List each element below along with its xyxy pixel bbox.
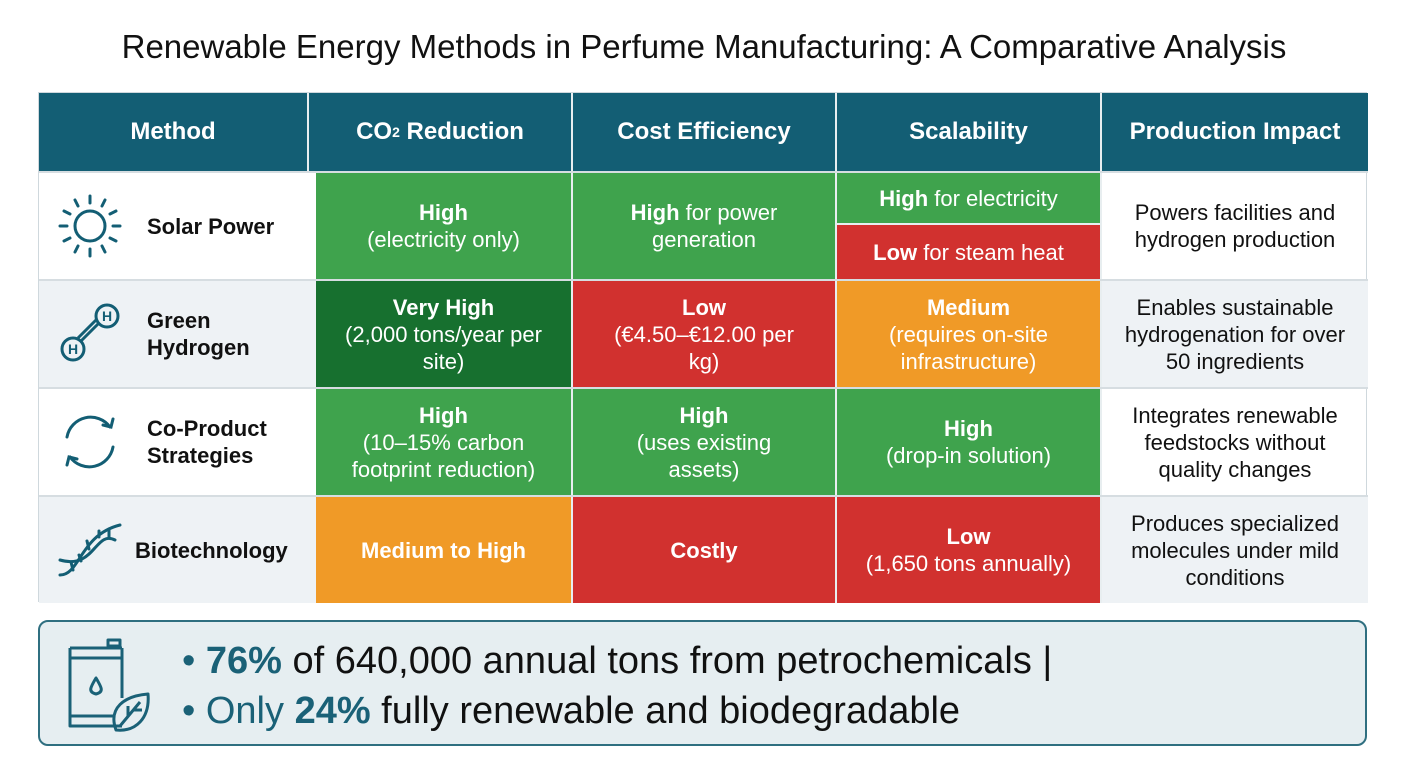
rating: Medium	[926, 294, 1011, 320]
summary-line-1: • 76% of 640,000 annual tons from petroc…	[182, 636, 1052, 686]
scalability-cell: High (drop-in solution)	[837, 389, 1102, 495]
scalability-cell-steam: Low for steam heat	[837, 225, 1102, 279]
co2-cell: High (electricity only)	[316, 173, 573, 279]
line-text: of 640,000 annual tons from petrochemica…	[281, 640, 1053, 682]
header-impact: Production Impact	[1102, 93, 1368, 171]
detail: for electricity	[928, 185, 1058, 211]
impact-cell: Enables sustainable hydrogenation for ov…	[1102, 281, 1368, 387]
header-scalability: Scalability	[837, 93, 1102, 171]
detail: (uses existing assets)	[636, 429, 772, 482]
cost-cell: Low (€4.50–€12.00 per kg)	[573, 281, 837, 387]
table-row: Co-Product Strategies High (10–15% carbon…	[39, 387, 1368, 495]
page-title: Renewable Energy Methods in Perfume Manu…	[121, 28, 1287, 65]
detail: for power generation	[652, 200, 778, 252]
co2-label: CO	[356, 118, 393, 145]
line-prefix: • Only	[182, 690, 295, 732]
impact-text: Enables sustainable hydrogenation for ov…	[1124, 294, 1346, 374]
method-name: Co-Product Strategies	[147, 416, 267, 468]
bullet: •	[182, 640, 206, 682]
rating: Very High	[392, 294, 495, 320]
scalability-cell-electricity: High for electricity	[837, 173, 1102, 225]
recycle-arrows-icon	[65, 415, 115, 469]
rating: High	[679, 402, 729, 428]
detail: (1,650 tons annually)	[865, 551, 1072, 576]
comparison-table: Method CO 2 Reduction Cost Efficiency Sca…	[38, 92, 1368, 603]
co2-cell: Medium to High	[316, 497, 573, 603]
cost-cell: High for power generation	[573, 173, 837, 279]
rating: High	[879, 185, 929, 211]
line-text: fully renewable and biodegradable	[370, 690, 961, 732]
svg-text:H: H	[102, 308, 112, 324]
rating: High	[944, 416, 993, 441]
header-co2: CO 2 Reduction	[309, 93, 573, 171]
hydrogen-molecule-icon: HH	[60, 303, 120, 362]
scalability-cell: Medium (requires on-site infrastructure)	[837, 281, 1102, 387]
header-cost: Cost Efficiency	[573, 93, 837, 171]
detail: (10–15% carbon footprint reduction)	[351, 429, 536, 482]
co2-subscript: 2	[392, 124, 400, 140]
dna-icon	[58, 523, 122, 577]
method-name: Green Hydrogen	[147, 308, 250, 360]
rating: High	[630, 200, 680, 225]
method-name: Solar Power	[147, 213, 275, 239]
impact-cell: Produces specialized molecules under mil…	[1102, 497, 1368, 603]
summary-line-2: • Only 24% fully renewable and biodegrad…	[182, 686, 1052, 736]
impact-text: Produces specialized molecules under mil…	[1131, 510, 1339, 590]
detail: for steam heat	[917, 239, 1064, 265]
rating: Low	[873, 239, 918, 265]
scalability-cell: Low (1,650 tons annually)	[837, 497, 1102, 603]
detail: (drop-in solution)	[885, 443, 1052, 468]
detail: (electricity only)	[367, 227, 520, 252]
barrel-leaf-icon	[68, 638, 150, 732]
header-method: Method	[39, 93, 309, 171]
rating: High	[419, 402, 468, 428]
detail: (2,000 tons/year per site)	[345, 321, 542, 374]
method-name: Biotechnology	[135, 537, 288, 563]
method-cell: Biotechnology	[39, 497, 309, 603]
rating: Costly	[670, 537, 738, 563]
table-row: Biotechnology Medium to High Costly Low(…	[39, 495, 1368, 603]
renewable-percent: 24%	[294, 690, 371, 732]
co2-label-rest: Reduction	[399, 118, 524, 145]
rating: Low	[946, 524, 991, 549]
impact-text: Integrates renewable feedstocks without …	[1132, 402, 1338, 482]
co2-cell: Very High (2,000 tons/year per site)	[316, 281, 573, 387]
rating: Low	[682, 294, 726, 320]
method-cell: Solar Power	[39, 173, 309, 279]
summary-box: • 76% of 640,000 annual tons from petroc…	[38, 620, 1367, 746]
cost-cell: High (uses existing assets)	[573, 389, 837, 495]
table-row: Solar Power High (electricity only) High …	[39, 171, 1368, 279]
rating: Medium to High	[361, 537, 526, 563]
rating: High	[419, 200, 468, 225]
co2-cell: High (10–15% carbon footprint reduction)	[316, 389, 573, 495]
svg-text:H: H	[68, 341, 78, 357]
method-cell: Co-Product Strategies	[39, 389, 309, 495]
impact-cell: Powers facilities and hydrogen productio…	[1102, 173, 1368, 279]
detail: (€4.50–€12.00 per kg)	[614, 321, 794, 374]
petrochemical-percent: 76%	[205, 640, 282, 682]
cost-cell: Costly	[573, 497, 837, 603]
impact-text: Powers facilities and hydrogen productio…	[1134, 200, 1336, 252]
detail: (requires on-site infrastructure)	[889, 321, 1048, 374]
sun-icon	[58, 194, 122, 258]
impact-cell: Integrates renewable feedstocks without …	[1102, 389, 1368, 495]
summary-lines: • 76% of 640,000 annual tons from petroc…	[182, 636, 1052, 736]
